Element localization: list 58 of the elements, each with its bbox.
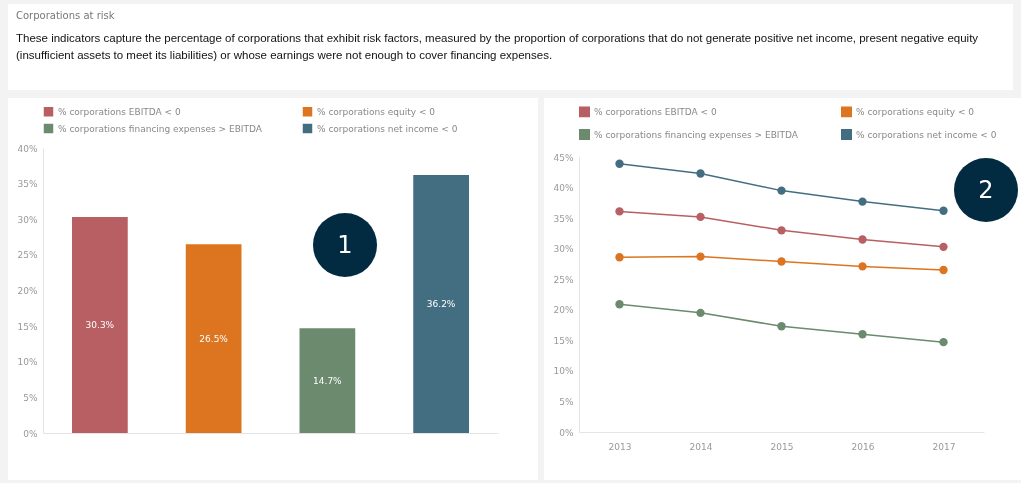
legend-label: % corporations EBITDA < 0 <box>594 106 717 117</box>
y-tick-label: 20% <box>553 305 574 316</box>
point <box>858 197 867 206</box>
legend-label: % corporations net income < 0 <box>317 123 458 134</box>
x-tick-label: 2014 <box>689 441 713 452</box>
point <box>696 308 705 318</box>
point <box>939 242 948 252</box>
chart-subtitle: These indicators capture the percentage of corporations that exhibit risk factors, measured by the proportion of corporations that do not generate positive net income, present negative equity (insufficient assets to meet its liabilities) or whose earnings were not enough to cover financing expenses. <box>16 31 980 63</box>
point <box>615 253 624 262</box>
legend-label: % corporations net income < 0 <box>856 129 997 140</box>
y-tick-label: 45% <box>553 152 574 163</box>
y-tick-label: 20% <box>17 286 38 296</box>
point <box>777 226 786 235</box>
y-tick-label: 0% <box>23 428 38 439</box>
legend-label: % corporations financing expenses > EBITDA <box>58 123 263 134</box>
point <box>777 257 786 266</box>
point <box>696 212 705 222</box>
y-tick-label: 40% <box>17 143 38 154</box>
y-tick-label: 15% <box>553 335 574 346</box>
y-tick-label: 5% <box>23 392 38 403</box>
y-tick-label: 25% <box>553 274 574 285</box>
data-label: 36.2% <box>426 299 456 310</box>
x-tick-label: 2017 <box>932 441 956 452</box>
x-tick-label: 2016 <box>851 441 875 452</box>
data-label: 30.3% <box>85 320 115 331</box>
point <box>615 159 624 168</box>
y-tick-label: 35% <box>17 179 38 190</box>
x-tick-label: 2015 <box>770 441 794 452</box>
y-tick-label: 10% <box>17 357 38 368</box>
point <box>858 235 867 244</box>
point <box>696 169 705 178</box>
point <box>939 206 948 215</box>
x-tick-label: 2013 <box>608 441 632 452</box>
point <box>615 300 624 309</box>
y-tick-label: 15% <box>17 321 38 332</box>
y-tick-label: 35% <box>553 213 574 224</box>
y-tick-label: 30% <box>17 214 38 225</box>
data-label: 14.7% <box>313 375 343 386</box>
point <box>696 252 705 261</box>
legend-label: % corporations EBITDA < 0 <box>58 106 181 117</box>
legend-label: % corporations equity < 0 <box>317 106 436 117</box>
y-tick-label: 10% <box>553 366 574 377</box>
legend-label: % corporations equity < 0 <box>856 106 975 117</box>
y-tick-label: 25% <box>17 250 38 261</box>
point <box>939 265 948 275</box>
y-tick-label: 5% <box>559 396 574 407</box>
point <box>858 262 867 271</box>
point <box>777 322 786 331</box>
legend-label: % corporations financing expenses > EBITDA <box>594 129 799 140</box>
point <box>777 186 786 195</box>
chart-title: Corporations at risk <box>16 10 116 21</box>
y-tick-label: 40% <box>553 183 574 194</box>
point <box>858 330 867 339</box>
y-tick-label: 0% <box>559 427 574 438</box>
data-label: 26.5% <box>199 333 229 344</box>
point <box>939 337 948 347</box>
point <box>615 207 624 216</box>
y-tick-label: 30% <box>553 244 574 255</box>
